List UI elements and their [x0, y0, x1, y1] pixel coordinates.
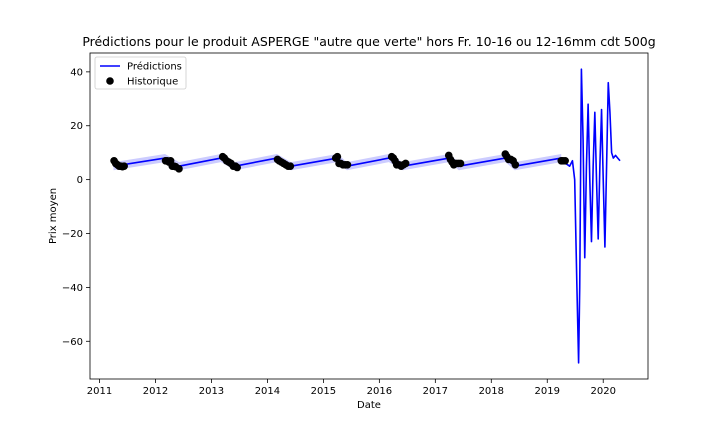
y-tick-label: −40: [62, 283, 83, 294]
y-tick-label: −20: [62, 229, 83, 240]
history-point: [343, 161, 352, 169]
x-tick-label: 2015: [311, 386, 336, 397]
y-axis-label: Prix moyen: [48, 188, 59, 244]
history-point: [233, 163, 241, 172]
history-point: [333, 152, 342, 161]
y-tick-label: 40: [70, 67, 83, 78]
legend-dot-swatch: [106, 77, 114, 85]
history-point: [561, 156, 569, 165]
chart-title: Prédictions pour le produit ASPERGE "aut…: [82, 34, 655, 49]
legend-label-historique: Historique: [127, 77, 178, 88]
x-tick-label: 2019: [535, 386, 560, 397]
y-tick-label: −60: [62, 337, 83, 348]
x-tick-label: 2014: [255, 386, 280, 397]
plot-frame: [89, 52, 649, 380]
x-tick-label: 2018: [479, 386, 504, 397]
prediction-line: [113, 68, 621, 364]
x-tick-label: 2012: [143, 386, 168, 397]
legend-box: [94, 56, 187, 90]
history-point: [286, 162, 295, 170]
legend-label-predictions: Prédictions: [127, 61, 182, 73]
y-tick-label: 0: [77, 175, 83, 186]
history-point: [511, 161, 520, 169]
history-point: [175, 165, 183, 173]
history-point: [401, 159, 410, 168]
y-tick-label: 20: [70, 121, 83, 132]
plot-area: 2011 2012 2013 2014 2015 2016 2017 2018 2019 2020…: [62, 52, 649, 397]
x-tick-label: 2013: [199, 386, 224, 397]
history-point: [120, 162, 128, 170]
x-axis-label: Date: [357, 400, 381, 411]
x-tick-label: 2017: [423, 386, 448, 397]
x-tick-label: 2011: [87, 386, 112, 397]
history-point: [456, 159, 465, 168]
x-tick-label: 2016: [367, 386, 392, 397]
x-tick-label: 2020: [590, 386, 615, 397]
